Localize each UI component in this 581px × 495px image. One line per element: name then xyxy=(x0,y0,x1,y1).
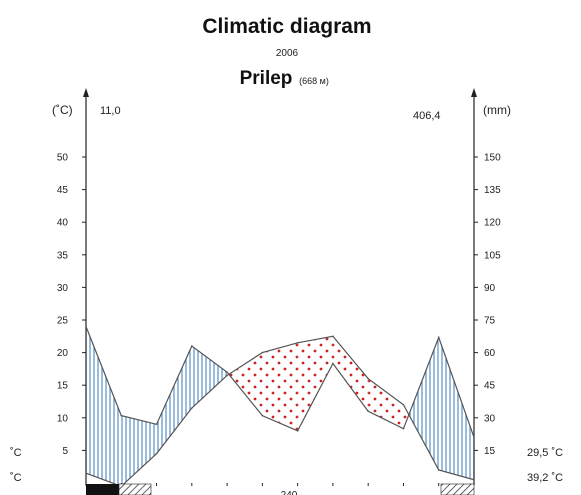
temperature-line-point xyxy=(402,403,405,406)
left-tick-label: 40 xyxy=(57,218,69,229)
left-tick-label: 25 xyxy=(57,316,69,327)
absolute-max-temperature: 29,5 ˚C xyxy=(527,447,563,459)
right-tick-label: 15 xyxy=(484,446,496,457)
right-tick-label: 120 xyxy=(484,218,501,229)
left-tick-label: 35 xyxy=(57,250,69,261)
frost-bar-probable-start xyxy=(118,483,152,495)
temperature-line-point xyxy=(367,377,369,380)
humid-period-area xyxy=(438,337,474,480)
left-tick-label: 45 xyxy=(57,185,69,196)
temperature-line-point xyxy=(191,407,193,409)
temperature-line-point xyxy=(473,478,475,481)
temperature-line-point xyxy=(155,452,158,455)
precipitation-line-point xyxy=(473,436,475,439)
precipitation-line-point xyxy=(437,336,440,339)
humid-period-area xyxy=(121,415,157,487)
station-name: Prilep xyxy=(240,68,293,89)
temperature-line-point xyxy=(226,374,228,377)
right-tick-label: 30 xyxy=(484,413,496,424)
chart-lines xyxy=(85,325,475,488)
temperature-line-point xyxy=(332,335,334,338)
chart-fills xyxy=(86,326,474,487)
right-tick-label: 90 xyxy=(484,283,496,294)
left-tick-label: 50 xyxy=(57,153,69,164)
precipitation-line-point xyxy=(402,427,405,430)
humid-period-area xyxy=(408,337,439,470)
humid-period-area xyxy=(86,326,122,487)
frost-bar-certain xyxy=(86,484,119,495)
precipitation-line-point xyxy=(85,325,87,328)
temperature-line-point xyxy=(437,469,440,471)
arid-period-area xyxy=(332,336,369,412)
right-axis-unit: (mm) xyxy=(483,103,511,117)
precipitation-line-point xyxy=(332,362,334,365)
left-tick-label: 5 xyxy=(62,446,68,457)
precipitation-line-point xyxy=(367,410,369,413)
left-axis-unit: (˚C) xyxy=(52,103,73,117)
precipitation-line-point xyxy=(296,430,299,432)
right-axis-arrow xyxy=(471,88,477,97)
temperature-line-point xyxy=(296,342,299,344)
right-tick-label: 75 xyxy=(484,316,496,327)
right-tick-label: 135 xyxy=(484,185,501,196)
bottom-left-unit-2: ˚C xyxy=(10,472,22,484)
right-tick-label: 60 xyxy=(484,348,496,359)
precipitation-line-point xyxy=(261,414,264,417)
axis-ticks: 5 10 15 20 25 30 35 40 45 50 15 30 45 60 75 90 105 120 135… xyxy=(57,153,501,486)
humid-period-area xyxy=(156,346,192,454)
chart-title: Climatic diagram xyxy=(202,15,371,38)
mean-annual-temperature: 11,0 xyxy=(100,105,121,117)
temperature-line xyxy=(85,335,475,487)
arid-period-area xyxy=(368,378,404,429)
left-tick-label: 20 xyxy=(57,348,69,359)
arid-period-area xyxy=(228,352,263,416)
right-tick-label: 45 xyxy=(484,381,496,392)
left-tick-label: 30 xyxy=(57,283,69,294)
absolute-max-temperature-2: 39,2 ˚C xyxy=(527,472,563,484)
arid-period-area xyxy=(297,336,333,431)
left-axis-arrow xyxy=(83,88,89,97)
station-altitude: (668 м) xyxy=(299,76,329,86)
right-tick-label: 105 xyxy=(484,250,501,261)
precipitation-line-point xyxy=(155,423,158,426)
precipitation-line-point xyxy=(191,345,193,347)
arid-period-area xyxy=(262,342,298,431)
left-tick-label: 15 xyxy=(57,381,69,392)
precipitation-line-point xyxy=(120,414,123,417)
temperature-line-point xyxy=(85,472,87,475)
humid-period-area xyxy=(191,346,228,409)
bottom-center-label: 240 xyxy=(281,490,298,495)
left-tick-label: 10 xyxy=(57,413,69,424)
temperature-line-point xyxy=(261,351,264,354)
chart-year: 2006 xyxy=(276,48,299,59)
arid-period-area xyxy=(403,404,409,429)
annual-precipitation: 406,4 xyxy=(413,110,441,122)
right-tick-label: 150 xyxy=(484,153,501,164)
precipitation-line-point xyxy=(226,371,228,373)
bottom-left-unit-1: ˚C xyxy=(10,447,22,459)
frost-bar-probable-end xyxy=(440,483,475,495)
precipitation-line xyxy=(85,326,475,438)
